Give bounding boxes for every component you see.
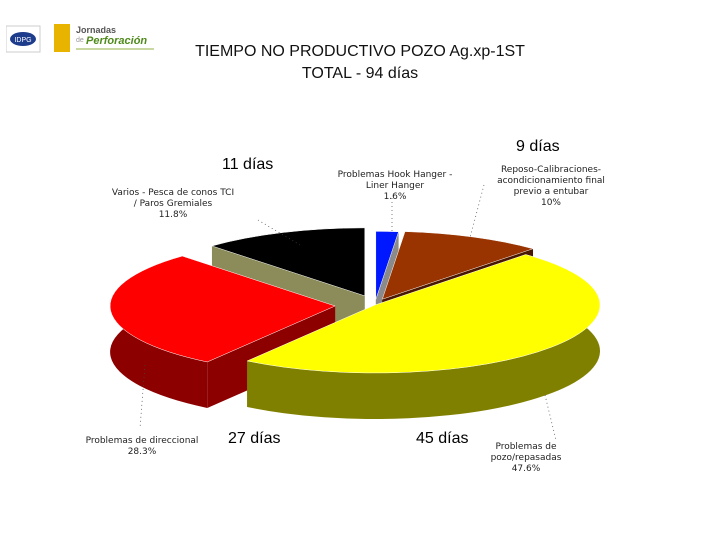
label-direccional-pct: 28.3% (127, 447, 157, 457)
header-logos: IDPG Jornadas de Perforación (5, 22, 156, 56)
label-varios-pct: 11.8% (158, 210, 188, 220)
pie-rim-2 (247, 254, 600, 419)
pie-slice-1 (381, 231, 534, 300)
label-pozo-pct: 47.6% (511, 464, 541, 474)
idpg-logo-oval (10, 32, 36, 46)
days-reposo: 9 días (516, 138, 560, 155)
label-reposo-line2: acondicionamiento final (497, 176, 605, 186)
days-pozo: 45 días (416, 430, 469, 447)
leader-line-4 (544, 394, 557, 441)
jornadas-line1: Jornadas (76, 25, 116, 35)
label-reposo-line3: previo a entubar (513, 187, 589, 197)
leader-line-1 (469, 184, 485, 239)
label-reposo: Reposo-Calibraciones- acondicionamiento … (490, 165, 612, 209)
label-direccional: Problemas de direccional 28.3% (82, 436, 202, 458)
jornadas-line2: de (76, 37, 84, 44)
idpg-logo-text: IDPG (14, 37, 31, 44)
pie-slice-3 (109, 255, 336, 363)
jornadas-underline (76, 48, 154, 50)
jornadas-line3: Perforación (86, 35, 147, 47)
pie-slice-2 (246, 254, 601, 374)
pie-slice-4 (211, 227, 366, 297)
label-pozo: Problemas de pozo/repasadas 47.6% (486, 442, 566, 475)
days-varios: 11 días (222, 156, 274, 173)
label-pozo-line2: pozo/repasadas (490, 453, 562, 463)
pie-slice-0 (375, 231, 399, 300)
label-hook-hanger-pct: 1.6% (383, 192, 407, 202)
label-varios: Varios - Pesca de conos TCI / Paros Grem… (108, 188, 238, 221)
logo-graphics: IDPG Jornadas de Perforación (5, 24, 154, 53)
pie-tops (109, 227, 601, 374)
label-pozo-line1: Problemas de (495, 442, 557, 452)
leader-lines (139, 184, 557, 441)
chart-title: TIEMPO NO PRODUCTIVO POZO Ag.xp-1ST (195, 43, 525, 60)
days-direccional: 27 días (228, 430, 281, 447)
jornadas-logo-mark (54, 24, 70, 52)
label-hook-hanger: Problemas Hook Hanger - Liner Hanger 1.6… (330, 170, 460, 203)
label-varios-line1: Varios - Pesca de conos TCI (111, 188, 235, 198)
label-hook-hanger-line1: Problemas Hook Hanger - (337, 170, 453, 180)
label-varios-line2: / Paros Gremiales (133, 199, 213, 209)
leader-line-3 (139, 364, 146, 429)
leader-line-2 (257, 219, 301, 246)
label-direccional-line1: Problemas de direccional (85, 436, 199, 446)
label-hook-hanger-line2: Liner Hanger (365, 181, 425, 191)
chart-subtitle: TOTAL - 94 días (301, 65, 419, 82)
label-reposo-pct: 10% (540, 198, 561, 208)
label-reposo-line1: Reposo-Calibraciones- (500, 165, 602, 175)
